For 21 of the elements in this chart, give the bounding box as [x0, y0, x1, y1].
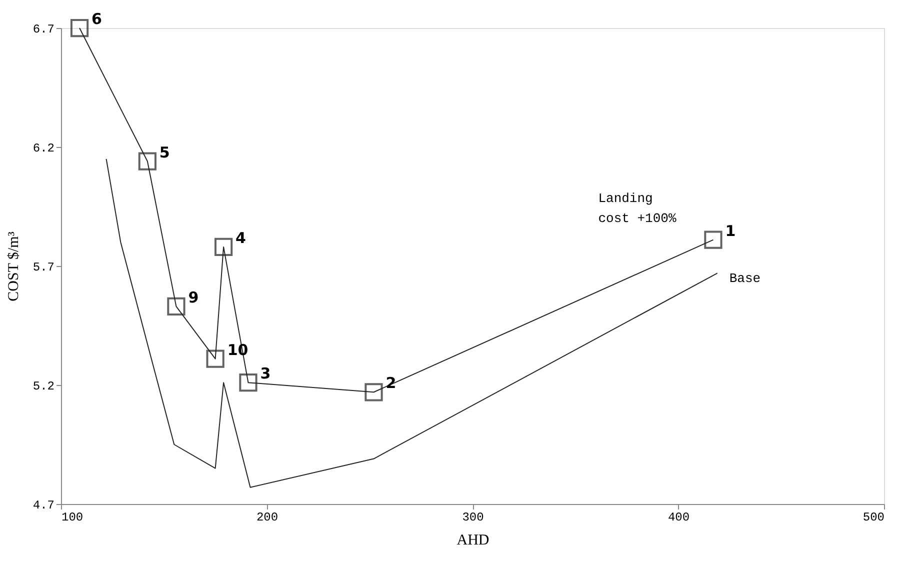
x-axis-title: AHD: [456, 532, 490, 548]
annotation: 6: [92, 10, 102, 28]
annotation: 5: [159, 143, 170, 162]
y-tick-label: 6.7: [32, 22, 54, 36]
line-series: [106, 158, 718, 488]
y-tick-label: 6.2: [32, 142, 54, 156]
x-tick-label: 200: [256, 510, 278, 524]
y-tick-label: 4.7: [32, 498, 54, 512]
y-tick-label: 5.7: [32, 260, 54, 274]
annotation: 4: [236, 228, 246, 247]
y-tick-label: 5.2: [32, 380, 54, 394]
x-tick-label: 100: [62, 510, 84, 524]
x-tick-label: 400: [668, 510, 690, 524]
annotation: 3: [260, 364, 271, 383]
annotation: 1: [725, 222, 736, 240]
annotation: 9: [188, 288, 199, 306]
series-label: Base: [729, 271, 761, 286]
x-tick-label: 300: [462, 510, 484, 524]
y-axis-title: COST $/m³: [6, 231, 22, 302]
x-tick-label: 500: [862, 510, 884, 524]
text: Landing cost +100%: [598, 190, 676, 226]
